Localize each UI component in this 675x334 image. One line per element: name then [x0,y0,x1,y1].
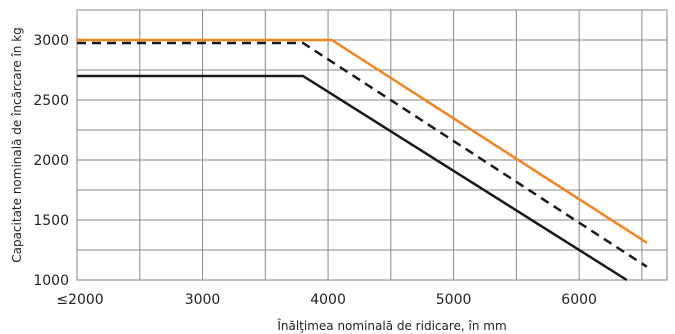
y-tick-label: 3000 [33,33,69,49]
x-axis-label: Înălţimea nominală de ridicare, în mm [276,318,506,333]
x-tick-label: 5000 [436,292,472,308]
tick-labels: ≤2000 3000 4000 5000 6000 1000 1500 2000 2500 300… [33,33,597,308]
x-tick-label: 3000 [185,292,221,308]
x-tick-label: 4000 [310,292,346,308]
series-line-3 [77,74,628,282]
y-tick-label: 1000 [33,273,69,289]
y-axis-label: Capacitate nominală de încărcare în kg [10,27,24,263]
x-tick-label: ≤2000 [56,292,103,308]
plot-frame [76,9,668,281]
series-line-2 [77,41,648,268]
x-tick-label: 6000 [561,292,597,308]
y-tick-label: 2000 [33,153,69,169]
grid [76,9,668,281]
series-lines [77,38,648,282]
y-tick-label: 2500 [33,93,69,109]
y-tick-label: 1500 [33,213,69,229]
series-line-1 [77,38,648,244]
